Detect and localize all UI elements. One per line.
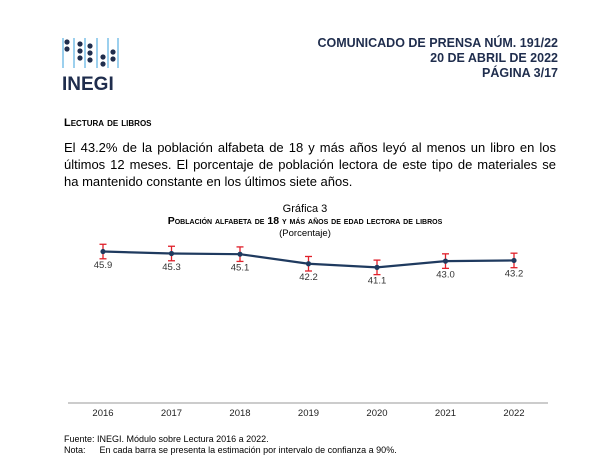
data-label: 45.9 (94, 260, 113, 271)
data-label: 43.0 (436, 269, 455, 280)
inegi-logo: INEGI (62, 38, 122, 99)
data-point (237, 251, 243, 257)
section-title: Lectura de libros (64, 117, 152, 129)
data-label: 43.2 (505, 269, 524, 280)
data-label: 42.2 (299, 272, 318, 283)
chart-title: Población alfabeta de 18 y más años de e… (167, 215, 443, 227)
data-point (442, 258, 449, 264)
x-tick-label: 2016 (92, 408, 113, 419)
data-point (168, 250, 175, 257)
chart-subtitle: (Porcentaje) (279, 228, 331, 239)
note-label: Nota: (64, 445, 86, 455)
body-paragraph: El 43.2% de la población alfabeta de 18 … (64, 140, 556, 189)
x-tick-label: 2018 (229, 408, 250, 419)
x-tick-label: 2022 (503, 408, 524, 419)
note-text: En cada barra se presenta la estimación … (99, 445, 397, 455)
data-point (305, 261, 312, 267)
chart-label: Gráfica 3 (282, 203, 328, 215)
inegi-logo-icon: INEGI (62, 38, 119, 95)
x-tick-label: 2017 (161, 408, 182, 419)
data-point (374, 264, 380, 270)
press-release-header: COMUNICADO DE PRENSA NÚM. 191/22 20 DE A… (317, 36, 558, 81)
source-note: Fuente: INEGI. Módulo sobre Lectura 2016… (64, 434, 269, 444)
data-label: 45.1 (231, 262, 250, 273)
data-label: 45.3 (162, 262, 181, 273)
x-tick-label: 2019 (298, 408, 319, 419)
release-date: 20 DE ABRIL DE 2022 (430, 51, 558, 65)
data-point (100, 248, 106, 255)
svg-text:INEGI: INEGI (62, 74, 114, 94)
x-tick-label: 2020 (366, 408, 387, 419)
data-point (511, 257, 517, 264)
release-number: COMUNICADO DE PRENSA NÚM. 191/22 (317, 36, 558, 50)
x-tick-label: 2021 (435, 408, 456, 419)
data-label: 41.1 (368, 276, 387, 287)
page-number: PÁGINA 3/17 (482, 66, 558, 80)
